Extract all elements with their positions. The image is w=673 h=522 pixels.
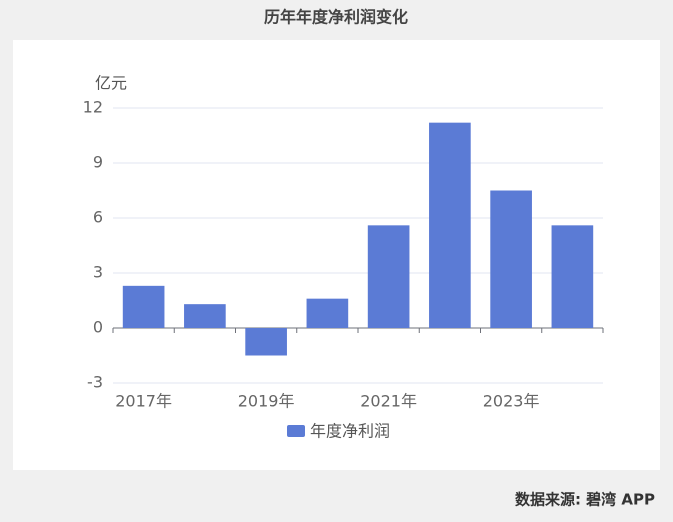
bar xyxy=(245,328,287,356)
x-tick-label: 2021年 xyxy=(360,392,417,411)
bar xyxy=(122,285,165,328)
y-tick-label: 0 xyxy=(93,318,103,337)
legend-swatch xyxy=(287,425,305,437)
chart-title: 历年年度净利润变化 xyxy=(264,8,408,27)
bar xyxy=(306,298,349,328)
y-axis-label: 亿元 xyxy=(95,74,127,93)
legend-label: 年度净利润 xyxy=(310,422,390,441)
bar xyxy=(367,225,410,328)
bar xyxy=(184,304,226,328)
y-tick-label: 6 xyxy=(93,208,103,227)
y-tick-label: -3 xyxy=(87,373,103,392)
bar xyxy=(429,122,471,329)
bar xyxy=(490,190,532,328)
y-tick-label: 9 xyxy=(93,153,103,172)
source: 数据来源: 碧湾 APP xyxy=(515,491,655,509)
y-tick-label: 12 xyxy=(83,98,103,117)
x-tick-label: 2019年 xyxy=(238,392,295,411)
bar xyxy=(551,225,594,328)
x-tick-label: 2017年 xyxy=(115,392,172,411)
x-tick-label: 2023年 xyxy=(483,392,540,411)
y-tick-label: 3 xyxy=(93,263,103,282)
